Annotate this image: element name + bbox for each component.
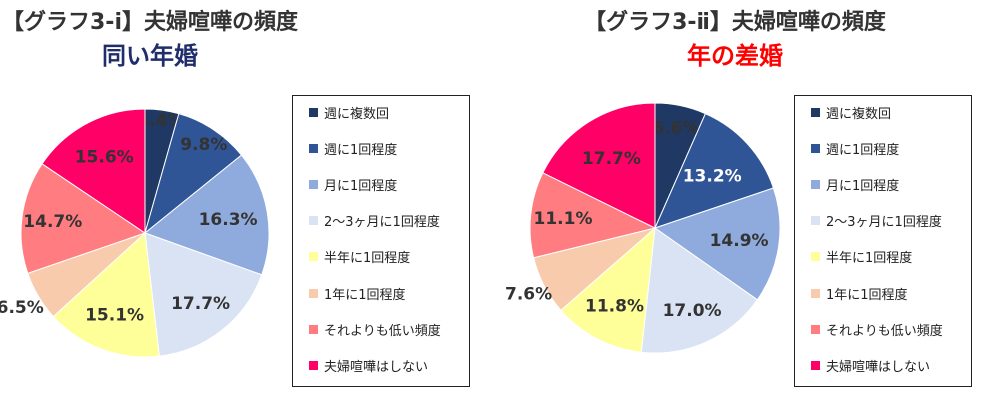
pie-slice [20, 163, 147, 274]
legend-item: 1年に1回程度 [309, 283, 406, 303]
legend-item: 月に1回程度 [309, 174, 397, 194]
legend-label: 月に1回程度 [324, 178, 398, 194]
pie-slice [144, 113, 243, 235]
data-label: 15.6% [75, 147, 134, 167]
legend-item: 週に複数回 [309, 102, 389, 122]
legend-label: 週に1回程度 [324, 142, 398, 158]
data-label: 6.6% [653, 119, 700, 139]
legend-label: 半年に1回程度 [324, 251, 411, 267]
data-label: 11.1% [534, 209, 593, 229]
legend-label: 半年に1回程度 [826, 251, 913, 267]
legend-label: 1年に1回程度 [826, 287, 908, 303]
data-label: 13.2% [683, 167, 742, 187]
data-label: 16.3% [199, 210, 258, 230]
pie-chart: 6.6% 13.2% 14.9% 17.0% 11.8% 7.6% 11.1% 17.7% [505, 102, 781, 354]
legend-item: 1年に1回程度 [811, 283, 908, 303]
legend-item: 半年に1回程度 [811, 247, 912, 267]
legend-swatch [309, 179, 318, 189]
data-label: 17.7% [582, 149, 641, 169]
pie-slice [529, 172, 657, 259]
chart-title: 【グラフ3-ⅱ】夫婦喧嘩の頻度 [584, 10, 886, 35]
chart-panel-same-age: 【グラフ3-ⅰ】夫婦喧嘩の頻度 同い年婚 4.4% 9.8% 16.3% 17.7% 1… [0, 10, 470, 387]
pie-slice [640, 227, 759, 354]
data-label: 11.8% [585, 297, 644, 317]
legend-swatch [811, 179, 820, 189]
legend-swatch [309, 360, 318, 370]
legend-item: 週に複数回 [811, 102, 891, 122]
pie-slice [654, 112, 775, 229]
legend-swatch [811, 107, 820, 117]
legend-item: 週に1回程度 [811, 138, 899, 158]
legend-swatch [811, 252, 820, 262]
chart-title: 【グラフ3-ⅰ】夫婦喧嘩の頻度 [2, 10, 298, 35]
legend-swatch [309, 252, 318, 262]
legend-swatch [309, 216, 318, 226]
pie-slice [653, 187, 781, 301]
data-label: 9.8% [180, 135, 227, 155]
legend-label: 週に複数回 [324, 106, 390, 122]
legend-label: 夫婦喧嘩はしない [324, 359, 429, 375]
data-label: 14.9% [710, 231, 769, 251]
legend-item: 月に1回程度 [811, 174, 899, 194]
legend-item: 2～3ヶ月に1回程度 [811, 211, 942, 231]
pie-slice [143, 154, 270, 276]
legend-item: 半年に1回程度 [309, 247, 410, 267]
legend-label: 週に複数回 [826, 106, 892, 122]
legend-item: 夫婦喧嘩はしない [309, 355, 428, 375]
legend-swatch [811, 360, 820, 370]
pie-slice [144, 232, 263, 357]
legend-item: 2～3ヶ月に1回程度 [309, 211, 440, 231]
chart-subtitle: 年の差婚 [687, 42, 783, 70]
legend-label: 夫婦喧嘩はしない [826, 359, 931, 375]
legend-label: 2～3ヶ月に1回程度 [826, 215, 942, 231]
data-label: 4.4% [137, 111, 184, 131]
data-label: 15.1% [85, 305, 144, 325]
data-label: 6.5% [0, 298, 44, 318]
data-label: 14.7% [23, 212, 82, 232]
data-label: 7.6% [505, 285, 552, 305]
legend-label: それよりも低い頻度 [324, 323, 441, 339]
chart-panel-age-gap: 【グラフ3-ⅱ】夫婦喧嘩の頻度 年の差婚 6.6% 13.2% 14.9% 17.0%… [500, 0, 1000, 401]
legend-swatch [811, 324, 820, 334]
pie-slice [542, 102, 656, 229]
legend-swatch [811, 143, 820, 153]
legend-swatch [811, 216, 820, 226]
legend-item: それよりも低い頻度 [811, 319, 943, 339]
chart-legend: 週に複数回週に1回程度 月に1回程度 2～3ヶ月に1回程度 半年に1回程度 1年に1回程… [292, 95, 470, 387]
chart-legend: 週に複数回週に1回程度 月に1回程度 2～3ヶ月に1回程度 半年に1回程度 1年に1回程… [794, 95, 972, 387]
legend-swatch [811, 288, 820, 298]
legend-swatch [309, 324, 318, 334]
pie-slice [52, 231, 160, 358]
pie-slice [41, 108, 146, 234]
pie-slice [560, 226, 656, 353]
legend-swatch [309, 107, 318, 117]
chart-subtitle: 同い年婚 [102, 42, 198, 70]
data-label: 17.0% [663, 301, 722, 321]
legend-label: 週に1回程度 [826, 142, 900, 158]
legend-swatch [309, 288, 318, 298]
data-label: 17.7% [171, 294, 230, 314]
legend-item: 夫婦喧嘩はしない [811, 355, 930, 375]
legend-item: それよりも低い頻度 [309, 319, 441, 339]
legend-label: 2～3ヶ月に1回程度 [324, 215, 440, 231]
legend-label: 月に1回程度 [826, 178, 900, 194]
pie-chart: 4.4% 9.8% 16.3% 17.7% 15.1% 6.5% 14.7% 15.6% [0, 108, 270, 358]
legend-label: 1年に1回程度 [324, 287, 406, 303]
legend-item: 週に1回程度 [309, 138, 397, 158]
legend-swatch [309, 143, 318, 153]
legend-label: それよりも低い頻度 [826, 323, 943, 339]
